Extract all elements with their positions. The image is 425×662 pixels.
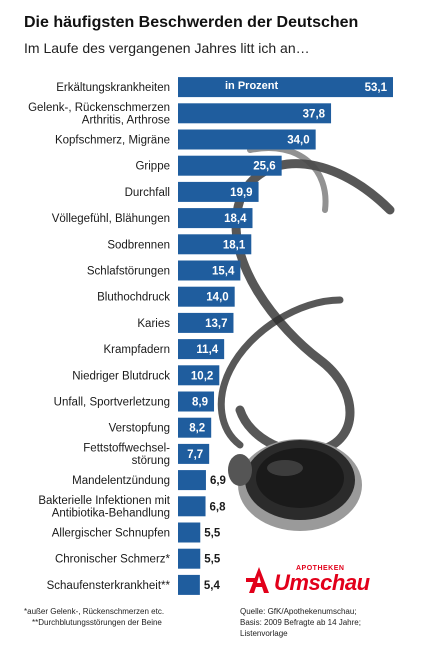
value-label: 8,9 [192, 397, 208, 409]
category-label: Chronischer Schmerz* [55, 554, 171, 566]
bar [178, 470, 206, 491]
category-label: Allergischer Schnupfen [52, 528, 170, 540]
bar [178, 286, 235, 307]
bar [178, 496, 206, 517]
bar [178, 574, 200, 595]
value-label: 10,2 [191, 370, 213, 382]
value-label: 18,1 [223, 239, 246, 251]
footnote-1: *außer Gelenk-, Rückenschmerzen etc. [24, 607, 165, 616]
bar [178, 103, 332, 124]
category-label: Unfall, Sportverletzung [54, 397, 170, 409]
value-label: 53,1 [365, 82, 388, 94]
unit-label: in Prozent [225, 80, 279, 92]
bar [178, 155, 282, 176]
stethoscope-tube-inner [217, 296, 344, 449]
category-label: Schaufensterkrankheit** [47, 580, 171, 592]
value-label: 5,5 [204, 554, 221, 566]
value-label: 25,6 [253, 161, 275, 173]
value-label: 18,4 [224, 213, 247, 225]
bar [178, 208, 253, 229]
category-label: Bluthochdruck [97, 292, 170, 304]
value-label: 15,4 [212, 266, 235, 278]
category-label: Mandelentzündung [72, 475, 170, 487]
category-label: Krampfadern [104, 344, 170, 356]
value-label: 13,7 [205, 318, 227, 330]
stethoscope-bell [228, 454, 252, 486]
value-label: 8,2 [189, 423, 205, 435]
apotheken-umschau-logo: APOTHEKEN Umschau [244, 565, 414, 599]
bar [178, 339, 225, 360]
bar [178, 181, 259, 202]
bar [178, 260, 241, 281]
value-label: 11,4 [196, 344, 218, 356]
footnote-2: **Durchblutungsstörungen der Beine [32, 618, 162, 627]
category-label: Durchfall [125, 187, 170, 199]
category-label: Kopfschmerz, Migräne [55, 135, 170, 147]
category-label: Erkältungskrankheiten [56, 82, 170, 94]
category-label: Karies [137, 318, 170, 330]
bar [178, 417, 212, 438]
bar [178, 234, 252, 255]
category-label: Fettstoffwechsel-störung [83, 443, 170, 468]
value-label: 19,9 [230, 187, 252, 199]
logo-brand-name: Umschau [274, 570, 370, 595]
bar [178, 391, 215, 412]
value-label: 5,4 [204, 580, 221, 592]
bar [178, 77, 393, 98]
category-label: Völlegefühl, Blähungen [52, 213, 170, 225]
logo-brand-small: APOTHEKEN [296, 565, 345, 572]
pharmacy-a-icon [246, 567, 269, 593]
value-label: 6,8 [210, 501, 227, 513]
value-label: 5,5 [204, 528, 221, 540]
category-label: Schlafstörungen [87, 266, 170, 278]
category-label: Verstopfung [109, 423, 170, 435]
value-label: 7,7 [187, 449, 203, 461]
footnotes: *außer Gelenk-, Rückenschmerzen etc. **D… [24, 606, 164, 628]
source-line-2: Basis: 2009 Befragte ab 14 Jahre; [240, 618, 361, 627]
value-label: 37,8 [303, 108, 326, 120]
value-label: 14,0 [206, 292, 228, 304]
category-label: Niedriger Blutdruck [72, 370, 170, 382]
bar [178, 365, 220, 386]
bar [178, 548, 201, 569]
category-label: Gelenk-, Rückenschmerzen Arthritis, Arthr… [28, 102, 170, 127]
bar [178, 312, 234, 333]
category-label: Grippe [135, 161, 170, 173]
bar [178, 129, 316, 150]
bar [178, 443, 210, 464]
bar [178, 522, 201, 543]
stethoscope-highlight [267, 460, 303, 476]
chart-subtitle: Im Laufe des vergangenen Jahres litt ich… [24, 40, 310, 56]
source-note: Quelle: GfK/Apothekenumschau; Basis: 200… [240, 606, 410, 639]
value-label: 34,0 [287, 135, 309, 147]
value-label: 6,9 [210, 475, 226, 487]
category-label: Sodbrennen [107, 239, 170, 251]
category-label: Bakterielle Infektionen mit Antibiotika-B… [38, 495, 170, 520]
chart-title: Die häufigsten Beschwerden der Deutschen [24, 14, 359, 31]
source-line-1: Quelle: GfK/Apothekenumschau; [240, 607, 357, 616]
source-line-3: Listenvorlage [240, 629, 288, 638]
